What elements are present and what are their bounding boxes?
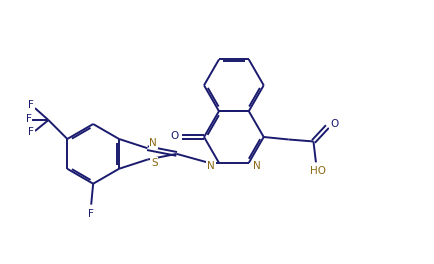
Text: F: F xyxy=(88,209,94,219)
Text: HO: HO xyxy=(309,166,325,176)
Text: S: S xyxy=(151,158,157,168)
Text: N: N xyxy=(149,138,157,148)
Text: F: F xyxy=(26,114,31,124)
Text: N: N xyxy=(252,161,260,171)
Text: F: F xyxy=(28,100,34,110)
Text: F: F xyxy=(28,128,34,138)
Text: N: N xyxy=(207,161,214,171)
Text: O: O xyxy=(329,119,338,129)
Text: O: O xyxy=(170,131,178,141)
